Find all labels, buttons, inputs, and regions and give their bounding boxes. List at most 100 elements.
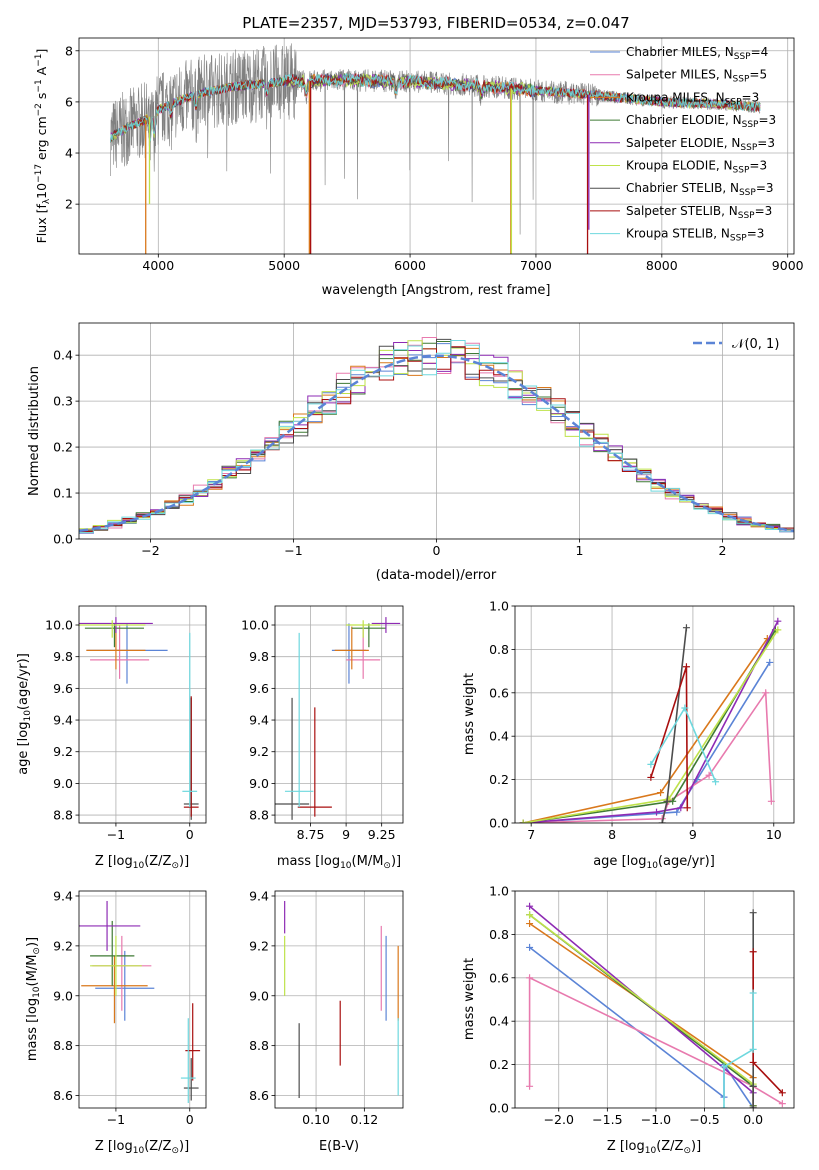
axes-age_vs_mass: 8.75 9 9.25 8.8 9.0 9.2 9.4 9.6 9.8 10.0 xyxy=(241,605,404,842)
weight-marker xyxy=(677,804,685,812)
label-part: A xyxy=(34,66,49,79)
label-part: SSP xyxy=(730,234,747,244)
label-part: SSP xyxy=(733,75,750,85)
weight-marker xyxy=(526,974,534,982)
label-part: 10 xyxy=(133,861,145,871)
label-part: ] xyxy=(34,49,49,54)
x-tick-label: −1 xyxy=(284,543,302,558)
label-part: age [log xyxy=(593,854,646,869)
legend-entry: Salpeter STELIB, NSSP=3 xyxy=(626,204,772,221)
y-tick-label: 6 xyxy=(65,94,73,109)
label-part: ⊙ xyxy=(32,947,42,955)
axes-age_vs_Z: −1 0 8.8 9.0 9.2 9.4 9.6 9.8 10.0 xyxy=(45,605,207,842)
label-part: SSP xyxy=(739,188,756,198)
histogram-step xyxy=(79,340,794,534)
y-tick-label: 8.8 xyxy=(249,1038,269,1053)
weight-marker xyxy=(749,1058,757,1066)
weight-line xyxy=(529,922,754,1106)
x-tick-label: −0.5 xyxy=(689,1112,719,1127)
age-vs-Z-ylabel: age [log10(age/yr)] xyxy=(16,653,33,775)
x-tick-label: −1 xyxy=(107,827,125,842)
weight-marker xyxy=(647,773,655,781)
weight-marker xyxy=(653,808,661,816)
axes-frame xyxy=(78,605,207,824)
weight-marker xyxy=(720,1063,728,1071)
y-tick-label: 9.4 xyxy=(53,888,73,903)
axes-frame xyxy=(274,605,404,824)
label-part: Salpeter STELIB, N xyxy=(626,204,738,218)
y-tick-label: 1.0 xyxy=(489,599,509,614)
weight-line xyxy=(529,914,754,1106)
label-part: =5 xyxy=(749,68,767,82)
x-tick-label: 2 xyxy=(719,543,727,558)
model-spectrum xyxy=(110,73,761,143)
weight-vs-age-ylabel: mass weight xyxy=(462,673,477,755)
label-part: Chabrier MILES, N xyxy=(626,45,734,59)
y-tick-label: 8.6 xyxy=(53,1088,73,1103)
spectrum-title: PLATE=2357, MJD=53793, FIBERID=0534, z=0… xyxy=(242,14,629,32)
legend-entry: Chabrier ELODIE, NSSP=3 xyxy=(626,113,776,130)
y-tick-label: 4 xyxy=(65,146,73,161)
x-tick-label: 0.0 xyxy=(743,1112,763,1127)
weight-marker xyxy=(673,808,681,816)
label-part: Flux [f xyxy=(34,204,49,244)
weight-line xyxy=(752,951,783,1094)
y-tick-label: 9.2 xyxy=(53,938,73,953)
y-tick-label: 0.4 xyxy=(489,729,509,744)
label-part: −1 xyxy=(34,79,44,92)
weight-marker xyxy=(762,689,770,697)
axes-histogram: −2 −1 0 1 2 0.0 0.1 0.2 0.3 0.4 xyxy=(53,322,795,558)
y-tick-label: 10.0 xyxy=(45,618,73,633)
x-tick-label: −2 xyxy=(141,543,159,558)
plot-area xyxy=(515,891,794,1108)
weight-marker xyxy=(705,771,713,779)
plot-area xyxy=(79,323,794,539)
y-tick-label: 9.4 xyxy=(249,888,269,903)
age-vs-Z-xlabel: Z [log10(Z/Z⊙)] xyxy=(95,854,189,871)
label-part: =3 xyxy=(747,227,765,241)
weight-marker xyxy=(749,1045,757,1053)
weight-marker xyxy=(526,1082,534,1090)
axes-frame xyxy=(78,37,795,255)
label-part: ⊙ xyxy=(683,1146,691,1156)
x-tick-label: 9 xyxy=(689,827,697,842)
label-part: Kroupa STELIB, N xyxy=(626,227,730,241)
label-part: =3 xyxy=(742,90,760,104)
y-tick-label: 9.8 xyxy=(249,649,269,664)
label-part: Kroupa ELODIE, N xyxy=(626,159,733,173)
label-part: 10 xyxy=(32,986,42,998)
weight-marker xyxy=(519,819,527,823)
label-part: ⊙ xyxy=(171,1146,179,1156)
label-part: −17 xyxy=(34,164,44,183)
weight-marker xyxy=(526,911,534,919)
mass-vs-EBV-xlabel: E(B-V) xyxy=(319,1139,359,1154)
weight-marker xyxy=(657,789,665,797)
axes-mass_vs_EBV: 0.10 0.12 8.6 8.8 9.0 9.2 9.4 xyxy=(249,888,404,1127)
weight-marker xyxy=(681,704,689,712)
label-part: (Z/Z xyxy=(656,1139,683,1154)
age-vs-mass-xlabel: mass [log10(M/M⊙)] xyxy=(277,854,401,871)
y-tick-label: 8.8 xyxy=(53,1038,73,1053)
y-tick-label: 0.3 xyxy=(53,394,73,409)
weight-line xyxy=(523,661,771,823)
label-part: )] xyxy=(179,854,189,869)
label-part: Kroupa MILES, N xyxy=(626,90,725,104)
label-part: SSP xyxy=(734,52,751,62)
weight-marker xyxy=(749,989,757,997)
axes-frame xyxy=(78,890,207,1109)
label-part: SSP xyxy=(725,97,742,107)
label-part: Z [log xyxy=(95,1139,133,1154)
label-part: =3 xyxy=(758,113,776,127)
histogram-legend-label: 𝒩(0, 1) xyxy=(732,337,779,352)
label-part: ⊙ xyxy=(171,861,179,871)
weight-marker xyxy=(526,943,534,951)
weight-vs-Z-xlabel: Z [log10(Z/Z⊙)] xyxy=(607,1139,701,1156)
label-part: )] xyxy=(25,937,40,947)
y-tick-label: 0.4 xyxy=(489,1014,509,1029)
y-tick-label: 0.0 xyxy=(53,532,73,547)
label-part: mass [log xyxy=(25,998,40,1061)
label-part: (age/yr)] xyxy=(16,653,31,710)
label-part: Z [log xyxy=(607,1139,645,1154)
label-part: )] xyxy=(179,1139,189,1154)
